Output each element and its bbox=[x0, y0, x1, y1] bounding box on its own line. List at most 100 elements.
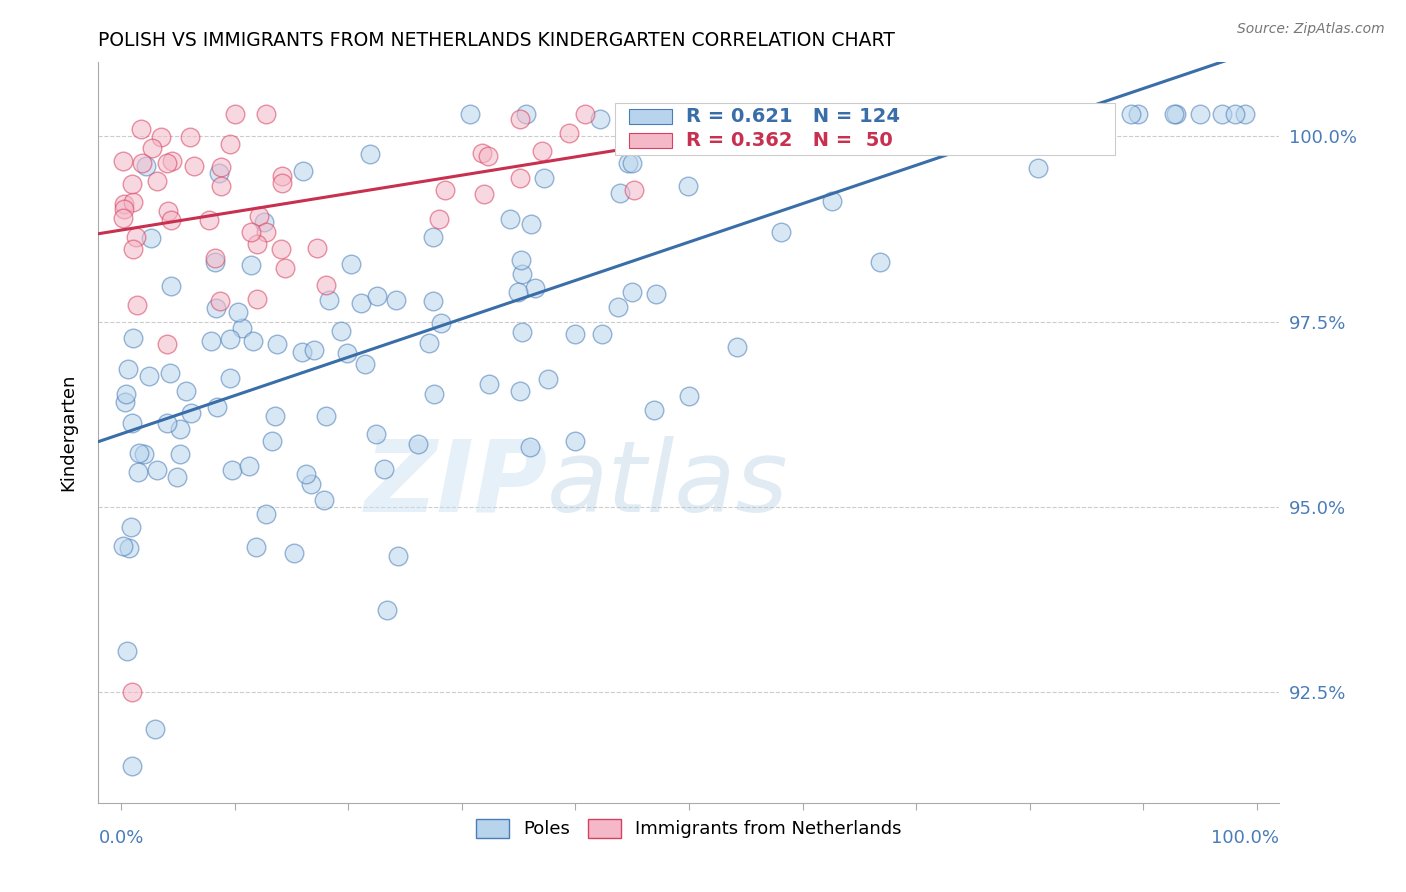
Point bbox=[564, 327, 586, 342]
Point bbox=[146, 173, 169, 187]
Point bbox=[121, 758, 143, 772]
Point bbox=[238, 458, 260, 473]
Point bbox=[1189, 107, 1212, 121]
Point bbox=[295, 467, 318, 482]
Point bbox=[509, 171, 531, 186]
Point bbox=[472, 187, 495, 202]
Point bbox=[524, 281, 547, 295]
Point bbox=[260, 434, 283, 448]
Point bbox=[204, 301, 226, 315]
Point bbox=[519, 217, 541, 231]
Point bbox=[159, 366, 181, 380]
Point bbox=[271, 176, 294, 190]
Point bbox=[274, 261, 297, 276]
Point bbox=[387, 549, 409, 563]
Point bbox=[121, 416, 143, 430]
Bar bbox=[628, 133, 672, 147]
Point bbox=[160, 212, 183, 227]
Point bbox=[623, 183, 645, 197]
Point bbox=[751, 107, 773, 121]
Point bbox=[558, 126, 581, 140]
Point bbox=[160, 279, 183, 293]
Point bbox=[291, 164, 314, 178]
Point bbox=[664, 117, 686, 131]
Point bbox=[423, 387, 446, 401]
Point bbox=[183, 160, 205, 174]
Point bbox=[200, 334, 222, 348]
Point bbox=[1064, 107, 1087, 121]
Text: R = 0.362   N =  50: R = 0.362 N = 50 bbox=[686, 130, 893, 150]
Point bbox=[122, 195, 145, 210]
FancyBboxPatch shape bbox=[616, 103, 1115, 155]
Point bbox=[617, 156, 640, 170]
Point bbox=[834, 110, 856, 124]
Point bbox=[477, 149, 499, 163]
Point bbox=[141, 141, 163, 155]
Point bbox=[633, 129, 655, 144]
Point bbox=[239, 225, 262, 239]
Point bbox=[429, 316, 451, 330]
Point bbox=[515, 107, 537, 121]
Point bbox=[111, 539, 134, 553]
Point bbox=[678, 388, 700, 402]
Point bbox=[364, 426, 387, 441]
Point bbox=[155, 336, 177, 351]
Point bbox=[315, 409, 337, 423]
Point bbox=[166, 470, 188, 484]
Point bbox=[114, 197, 136, 211]
Point bbox=[254, 507, 277, 521]
Point bbox=[339, 257, 361, 271]
Point bbox=[848, 107, 870, 121]
Point bbox=[129, 122, 152, 136]
Point bbox=[537, 372, 560, 386]
Point bbox=[353, 357, 375, 371]
Point bbox=[307, 241, 329, 255]
Point bbox=[725, 340, 748, 354]
Point bbox=[620, 285, 643, 299]
Point bbox=[115, 386, 138, 401]
Point bbox=[509, 253, 531, 268]
Point bbox=[138, 369, 160, 384]
Point bbox=[246, 293, 269, 307]
Point bbox=[291, 345, 314, 359]
Point bbox=[121, 177, 143, 191]
Point bbox=[242, 334, 264, 348]
Point bbox=[204, 251, 226, 265]
Point bbox=[174, 384, 197, 399]
Point bbox=[122, 242, 145, 256]
Point bbox=[224, 107, 246, 121]
Point bbox=[359, 147, 381, 161]
Point bbox=[208, 293, 231, 308]
Point bbox=[869, 255, 891, 269]
Point bbox=[591, 326, 613, 341]
Point bbox=[1021, 107, 1043, 121]
Point bbox=[793, 127, 815, 141]
Point bbox=[122, 331, 145, 345]
Point bbox=[180, 406, 202, 420]
Point bbox=[156, 204, 179, 219]
Text: 0.0%: 0.0% bbox=[98, 829, 143, 847]
Point bbox=[519, 441, 541, 455]
Point bbox=[1225, 107, 1247, 121]
Point bbox=[149, 130, 172, 145]
Point bbox=[922, 110, 945, 124]
Point bbox=[117, 362, 139, 376]
Point bbox=[506, 285, 529, 300]
Point bbox=[408, 437, 430, 451]
Point bbox=[179, 130, 201, 145]
Point bbox=[756, 107, 779, 121]
Point bbox=[458, 107, 481, 121]
Point bbox=[918, 107, 941, 121]
Point bbox=[219, 136, 242, 151]
Point bbox=[478, 376, 501, 391]
Point bbox=[1164, 107, 1187, 121]
Point bbox=[218, 332, 240, 346]
Point bbox=[156, 417, 179, 431]
Point bbox=[574, 107, 596, 121]
Point bbox=[318, 293, 340, 308]
Point bbox=[221, 462, 243, 476]
Point bbox=[533, 170, 555, 185]
Point bbox=[509, 112, 531, 126]
Point bbox=[198, 212, 221, 227]
Point bbox=[509, 384, 531, 398]
